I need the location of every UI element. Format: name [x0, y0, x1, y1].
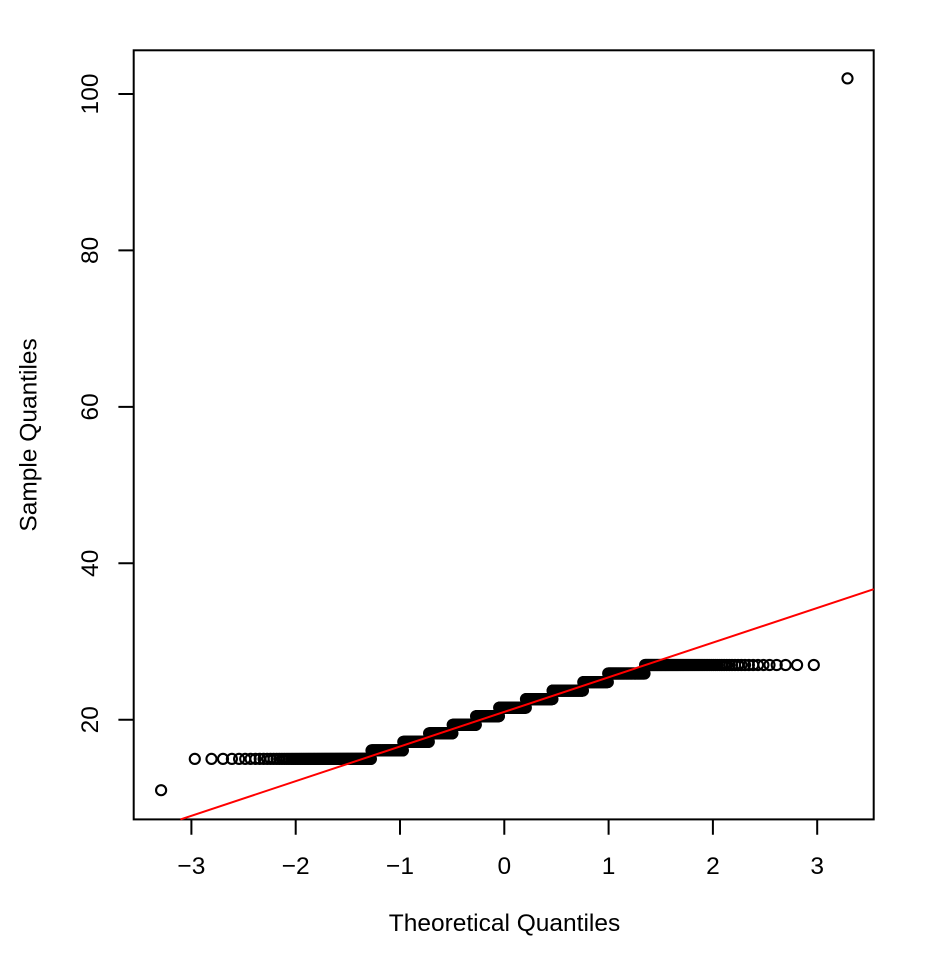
svg-text:100: 100 [77, 74, 104, 115]
svg-text:−3: −3 [177, 853, 205, 880]
svg-text:−2: −2 [282, 853, 310, 880]
svg-text:80: 80 [77, 237, 104, 264]
svg-text:40: 40 [77, 550, 104, 577]
svg-text:Sample Quantiles: Sample Quantiles [16, 338, 43, 531]
svg-text:−1: −1 [386, 853, 414, 880]
svg-text:2: 2 [706, 853, 720, 880]
svg-text:3: 3 [810, 853, 824, 880]
svg-text:1: 1 [602, 853, 616, 880]
svg-text:0: 0 [497, 853, 511, 880]
svg-text:Theoretical Quantiles: Theoretical Quantiles [389, 910, 621, 937]
svg-text:60: 60 [77, 393, 104, 420]
svg-text:20: 20 [77, 706, 104, 733]
